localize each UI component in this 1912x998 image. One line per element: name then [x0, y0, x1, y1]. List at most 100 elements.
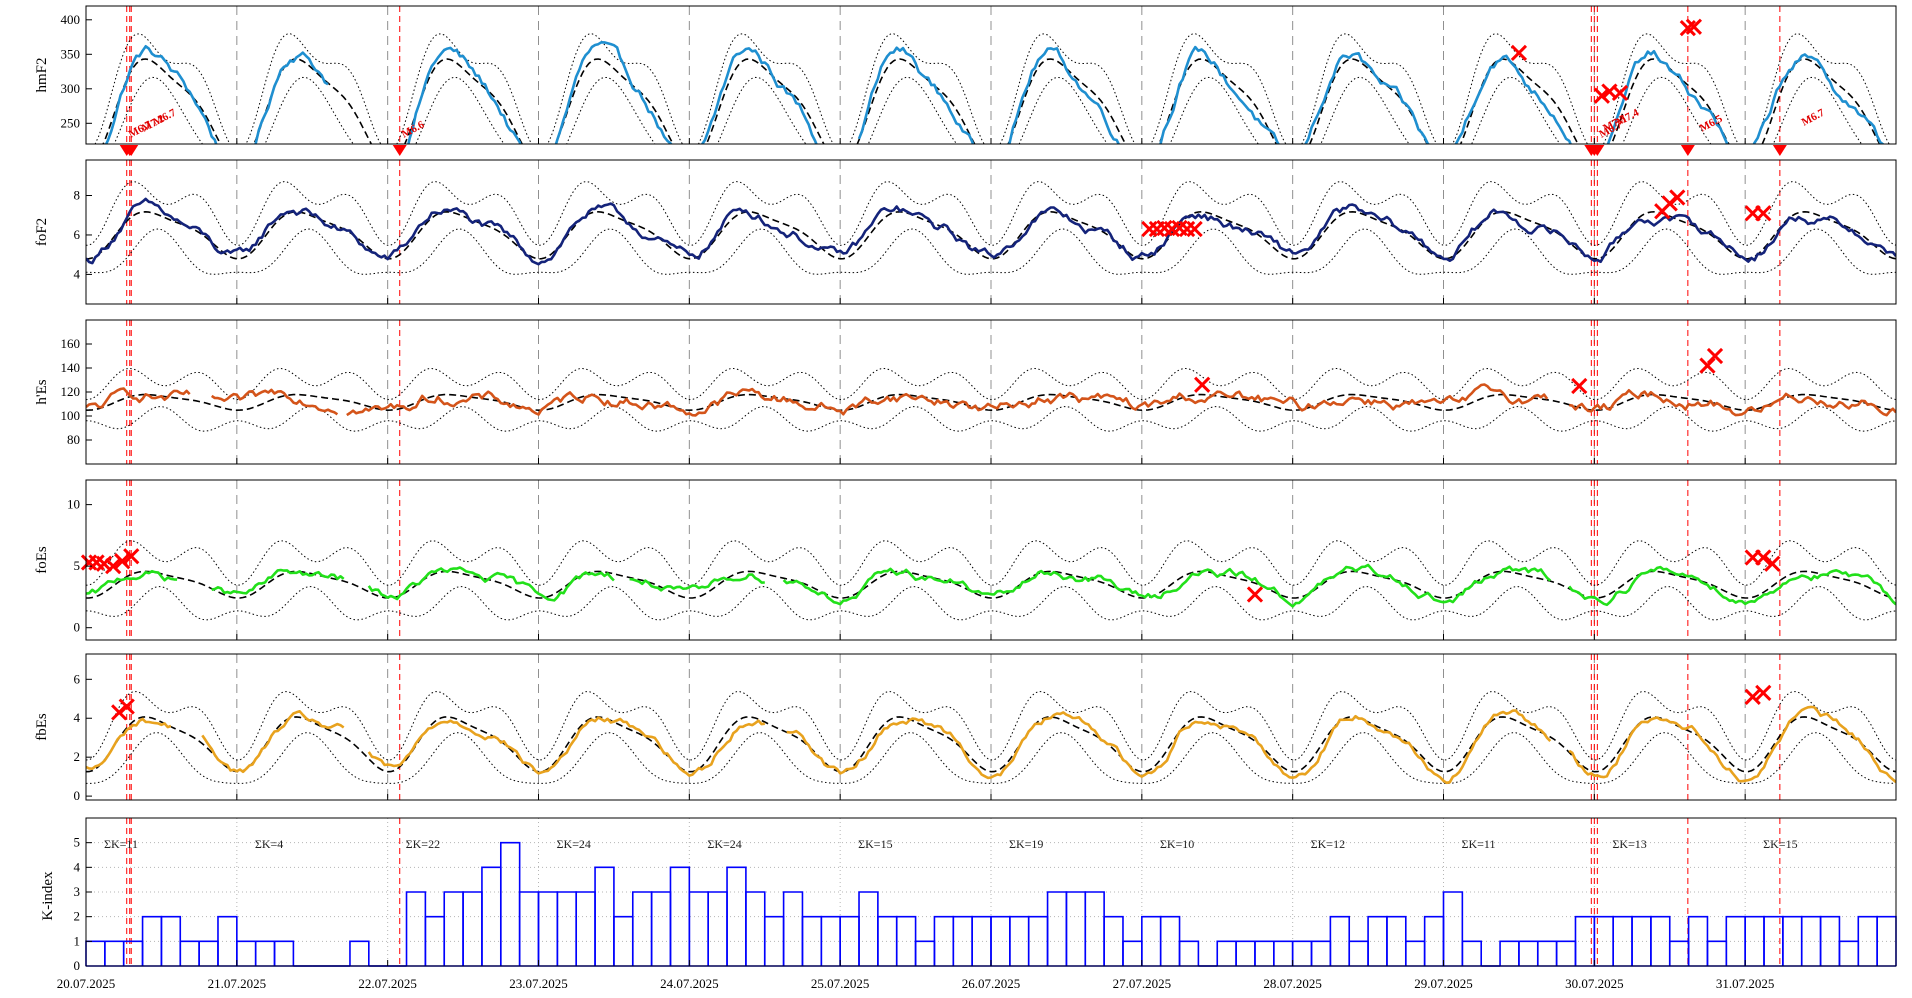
- x-tick-label: 30.07.2025: [1565, 976, 1624, 991]
- k-index-bar: [1442, 891, 1464, 966]
- k-index-bar: [575, 891, 596, 966]
- panel-fbes: 0 2 4 6 fbEs: [34, 653, 1897, 803]
- y-axis-label: fbEs: [34, 713, 50, 741]
- x-tick-label: 21.07.2025: [208, 976, 267, 991]
- k-index-bar: [782, 891, 804, 966]
- upper-bound-line: [86, 691, 1896, 761]
- y-tick-label: 1: [74, 933, 81, 948]
- anomaly-marker: [1194, 376, 1211, 393]
- earthquake-magnitude-label: M6.6: [400, 118, 427, 140]
- x-tick-label: 25.07.2025: [811, 976, 870, 991]
- y-axis-label: foEs: [34, 546, 50, 574]
- k-index-bar: [405, 891, 427, 966]
- y-tick-label: 140: [61, 360, 81, 375]
- k-index-bar: [1461, 940, 1483, 966]
- panel-hes: 80 100 120 140 160 h'Es: [34, 319, 1897, 465]
- earthquake-magnitude-label: M6.7: [1800, 106, 1827, 128]
- daily-k-sum-label: ΣK=12: [1311, 837, 1345, 851]
- anomaly-marker: [1611, 84, 1629, 102]
- y-axis-label: h'Es: [34, 379, 50, 404]
- k-index-bar: [556, 891, 578, 966]
- anomaly-marker: [114, 553, 131, 570]
- daily-k-sum-label: ΣK=19: [1009, 837, 1043, 851]
- k-index-bar: [273, 940, 295, 966]
- k-index-bar: [1348, 940, 1369, 966]
- k-index-bar: [85, 940, 106, 966]
- earthquake-marker: [1772, 145, 1787, 156]
- x-tick-label: 26.07.2025: [962, 976, 1021, 991]
- observed-series-line: [86, 383, 1896, 417]
- upper-bound-line: [86, 367, 1896, 401]
- k-index-bar: [914, 940, 936, 966]
- y-tick-label: 5: [74, 558, 81, 573]
- k-index-bar: [1009, 915, 1030, 966]
- k-index-bar: [179, 940, 200, 966]
- earthquake-marker: [392, 145, 407, 156]
- y-tick-label: 4: [74, 859, 81, 874]
- k-index-bar: [1310, 940, 1332, 966]
- observed-series-line: [86, 563, 1896, 608]
- daily-k-sum-label: ΣK=22: [406, 837, 440, 851]
- anomaly-marker: [1706, 347, 1724, 365]
- k-index-bar: [1141, 915, 1162, 966]
- anomaly-marker: [1669, 189, 1686, 206]
- k-index-bar: [198, 940, 219, 966]
- y-tick-label: 8: [74, 188, 81, 203]
- k-index-bar: [1838, 940, 1860, 966]
- panel-series: [86, 691, 1896, 785]
- anomaly-marker: [1764, 555, 1781, 572]
- y-tick-label: 6: [74, 671, 81, 686]
- observed-series-line: [104, 41, 1885, 144]
- anomaly-marker: [1246, 586, 1264, 603]
- median-line: [86, 716, 1896, 773]
- anomaly-marker: [123, 548, 140, 565]
- panel-foes: 0 5 10 foEs: [34, 479, 1897, 641]
- k-index-bar: [254, 940, 276, 966]
- k-index-bar: [349, 940, 370, 966]
- earthquake-marker: [1590, 145, 1605, 156]
- y-tick-label: 0: [74, 958, 81, 973]
- k-index-bar: [443, 891, 464, 966]
- y-tick-label: 0: [74, 620, 81, 635]
- anomaly-marker: [1510, 44, 1528, 62]
- k-index-bar: [707, 891, 728, 966]
- anomaly-marker: [1571, 377, 1588, 395]
- panel-series: [86, 540, 1896, 621]
- k-index-bar: [1084, 891, 1105, 966]
- x-tick-label: 31.07.2025: [1716, 976, 1775, 991]
- y-tick-label: 100: [61, 408, 81, 423]
- y-tick-label: 0: [74, 788, 81, 803]
- y-tick-label: 2: [74, 749, 81, 764]
- y-tick-label: 160: [61, 336, 81, 351]
- y-tick-label: 3: [74, 884, 81, 899]
- daily-k-sum-label: ΣK=11: [1462, 837, 1496, 851]
- k-index-bar: [594, 866, 615, 966]
- x-tick-label: 20.07.2025: [57, 976, 116, 991]
- k-index-bar: [726, 866, 747, 966]
- k-index-bar: [481, 866, 502, 966]
- panel-series: [86, 181, 1896, 275]
- k-index-bar: [1216, 940, 1237, 966]
- anomaly-marker: [118, 698, 135, 715]
- y-tick-label: 4: [74, 710, 81, 725]
- k-index-bar: [462, 891, 483, 966]
- daily-k-sum-label: ΣK=24: [707, 837, 741, 851]
- k-index-bar: [1046, 891, 1068, 966]
- y-tick-label: 300: [61, 81, 81, 96]
- x-tick-label: 23.07.2025: [509, 976, 568, 991]
- median-line: [86, 393, 1896, 412]
- daily-k-sum-label: ΣK=13: [1612, 837, 1646, 851]
- k-index-bar: [613, 915, 634, 966]
- k-index-bar: [1273, 940, 1294, 966]
- observed-series-line: [86, 705, 1896, 785]
- anomaly-marker: [1755, 205, 1772, 222]
- anomaly-marker: [1755, 549, 1772, 566]
- daily-k-sum-label: ΣK=24: [557, 837, 591, 851]
- anomaly-marker: [1685, 18, 1703, 35]
- k-index-bar: [745, 891, 766, 966]
- x-tick-label: 22.07.2025: [358, 976, 417, 991]
- k-index-bar: [877, 915, 898, 966]
- earthquake-marker: [124, 145, 139, 156]
- y-axis-label: hmF2: [34, 57, 50, 92]
